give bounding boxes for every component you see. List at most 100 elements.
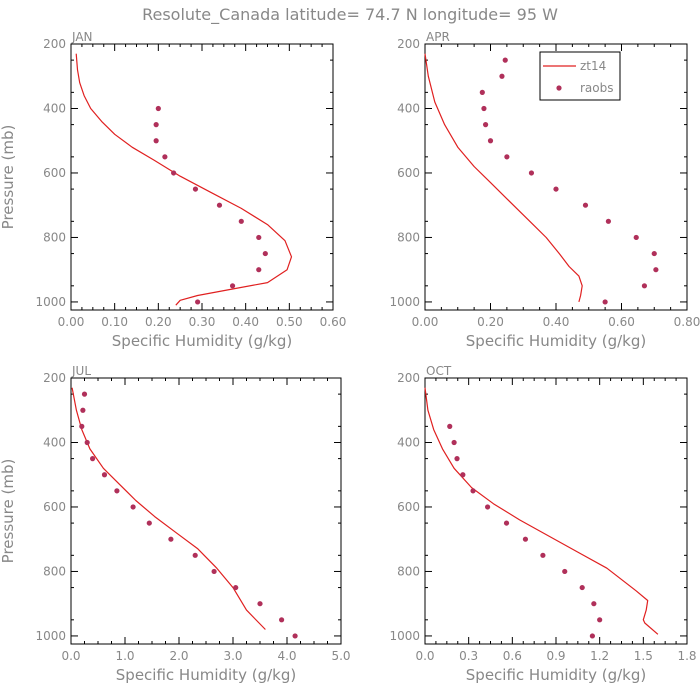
obs-point bbox=[653, 267, 659, 273]
x-tick-label: 0.60 bbox=[608, 315, 635, 329]
obs-point bbox=[597, 617, 603, 623]
series-line-zt14 bbox=[424, 53, 583, 303]
x-tick-label: 0.3 bbox=[459, 649, 478, 663]
obs-point bbox=[90, 456, 96, 462]
obs-point bbox=[504, 154, 510, 160]
obs-point bbox=[484, 504, 491, 510]
x-tick-label: 0.0 bbox=[415, 649, 434, 663]
y-tick-label: 200 bbox=[43, 371, 66, 385]
obs-point bbox=[233, 584, 239, 591]
x-tick-label: 0.30 bbox=[189, 315, 216, 329]
panel-jul: JUL 0.0 1.0 2.0 3.0 4.0 5.0 200 400 600 800 1000 Spe… bbox=[0, 364, 351, 684]
obs-point bbox=[540, 552, 546, 558]
panel-apr: APR 0.00 0.20 0.40 0.60 0.80 200 400 600 800 1000 S… bbox=[389, 30, 700, 350]
x-tick-label: 0.00 bbox=[412, 315, 439, 329]
x-tick-label: 2.0 bbox=[169, 649, 188, 663]
obs-point bbox=[146, 520, 152, 526]
y-tick-label: 800 bbox=[43, 230, 66, 244]
x-tick-label: 1.0 bbox=[115, 649, 134, 663]
legend-label-raobs: raobs bbox=[580, 81, 614, 95]
obs-point bbox=[602, 299, 608, 305]
obs-point bbox=[256, 267, 262, 273]
obs-point bbox=[447, 423, 453, 429]
obs-point bbox=[451, 439, 457, 446]
x-tick-label: 3.0 bbox=[223, 649, 242, 663]
x-tick-label: 0.60 bbox=[320, 315, 347, 329]
obs-point bbox=[84, 439, 90, 446]
obs-point bbox=[81, 391, 88, 397]
obs-point bbox=[641, 283, 648, 289]
y-tick-label: 400 bbox=[397, 435, 420, 449]
panel-label: JAN bbox=[71, 30, 93, 44]
panel-label: OCT bbox=[426, 364, 452, 378]
obs-point bbox=[155, 105, 161, 112]
x-tick-label: 0.40 bbox=[543, 315, 570, 329]
obs-point bbox=[454, 456, 460, 462]
obs-point bbox=[502, 57, 508, 63]
y-axis-label: Pressure (mb) bbox=[0, 459, 17, 564]
y-tick-label: 1000 bbox=[389, 629, 420, 643]
x-tick-label: 5.0 bbox=[331, 649, 350, 663]
y-tick-label: 800 bbox=[397, 564, 420, 578]
obs-point bbox=[460, 472, 466, 478]
y-tick-label: 1000 bbox=[35, 629, 66, 643]
y-tick-label: 400 bbox=[43, 435, 66, 449]
obs-point bbox=[168, 536, 174, 542]
panel-jan: JAN 0.00 0.10 0.20 0.30 0.40 0.50 0.60 200 400 600… bbox=[0, 30, 346, 350]
obs-point bbox=[499, 73, 505, 79]
obs-point bbox=[195, 299, 201, 305]
y-tick-label: 1000 bbox=[35, 295, 66, 309]
x-axis-label: Specific Humidity (g/kg) bbox=[112, 332, 292, 350]
obs-point bbox=[579, 584, 585, 591]
y-tick-label: 200 bbox=[43, 37, 66, 51]
plot-frame bbox=[70, 43, 334, 311]
x-tick-label: 0.10 bbox=[101, 315, 128, 329]
obs-point bbox=[256, 234, 262, 241]
obs-point bbox=[257, 601, 263, 607]
series-line-zt14 bbox=[71, 387, 266, 630]
obs-point bbox=[192, 186, 199, 192]
legend: zt14 raobs bbox=[539, 51, 621, 101]
x-tick-label: 0.80 bbox=[674, 315, 700, 329]
y-tick-label: 400 bbox=[43, 101, 66, 115]
series-line-zt14 bbox=[424, 387, 659, 635]
obs-point bbox=[80, 407, 86, 413]
obs-point bbox=[582, 202, 589, 208]
obs-point bbox=[633, 234, 639, 241]
obs-point bbox=[470, 488, 476, 494]
x-tick-label: 4.0 bbox=[277, 649, 296, 663]
obs-point bbox=[651, 250, 657, 257]
obs-point bbox=[605, 218, 612, 224]
obs-point bbox=[279, 617, 285, 623]
panel-label: JUL bbox=[71, 364, 91, 378]
obs-point bbox=[553, 186, 559, 192]
obs-point bbox=[171, 170, 177, 176]
panel-oct: OCT 0.0 0.3 0.6 0.9 1.2 1.5 1.8 200 400 600 800 1000… bbox=[389, 364, 696, 684]
y-axis-label: Pressure (mb) bbox=[0, 125, 17, 230]
x-tick-label: 0.20 bbox=[477, 315, 504, 329]
x-axis-label: Specific Humidity (g/kg) bbox=[466, 332, 646, 350]
y-tick-label: 200 bbox=[397, 37, 420, 51]
obs-point bbox=[229, 283, 236, 289]
obs-point bbox=[479, 89, 485, 95]
figure-title: Resolute_Canada latitude= 74.7 N longitu… bbox=[142, 5, 558, 25]
y-tick-label: 400 bbox=[397, 101, 420, 115]
obs-point bbox=[482, 122, 489, 128]
obs-point bbox=[162, 154, 168, 160]
plot-frame bbox=[70, 377, 342, 645]
x-tick-label: 1.8 bbox=[677, 649, 696, 663]
y-tick-label: 200 bbox=[397, 371, 420, 385]
obs-point bbox=[487, 138, 494, 144]
x-tick-label: 1.5 bbox=[634, 649, 653, 663]
obs-point bbox=[153, 122, 159, 128]
series-line-zt14 bbox=[75, 53, 293, 306]
legend-label-zt14: zt14 bbox=[580, 59, 606, 73]
obs-point bbox=[589, 633, 595, 639]
x-tick-label: 0.20 bbox=[145, 315, 172, 329]
x-tick-label: 0.50 bbox=[276, 315, 303, 329]
obs-point bbox=[503, 520, 510, 526]
x-tick-label: 0.6 bbox=[503, 649, 522, 663]
y-tick-label: 600 bbox=[397, 166, 420, 180]
legend-box bbox=[539, 51, 621, 101]
obs-point bbox=[216, 202, 223, 208]
